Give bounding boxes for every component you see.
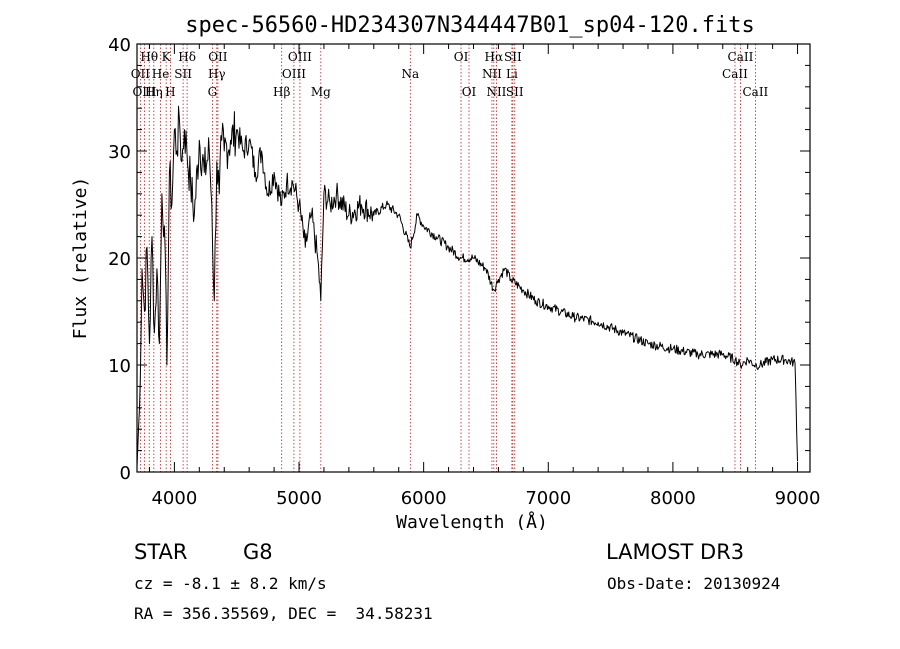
spectral-line-label: OII: [208, 50, 228, 64]
spectral-line-label: Hθ: [140, 50, 158, 64]
spectral-line-label: Hγ: [208, 67, 226, 81]
spectral-line-label: OI: [462, 85, 477, 99]
spectral-line-label: K: [162, 50, 172, 64]
object-subclass: G8: [243, 540, 273, 564]
x-tick-label: 7000: [525, 488, 571, 509]
spectral-line-label: Hα: [485, 50, 504, 64]
y-axis-label: Flux (relative): [70, 177, 91, 340]
coordinates: RA = 356.35569, DEC = 34.58231: [134, 604, 433, 623]
spectral-line-label: Li: [506, 67, 518, 81]
spectral-line-label: NII: [486, 85, 506, 99]
x-tick-label: 9000: [775, 488, 821, 509]
y-tick-label: 20: [108, 249, 131, 270]
x-tick-label: 4000: [151, 488, 197, 509]
spectral-line-label: Na: [401, 67, 419, 81]
spectral-line-label: OI: [454, 50, 469, 64]
spectrum-chart: spec-56560-HD234307N344447B01_sp04-120.f…: [70, 13, 820, 530]
y-tick-label: 30: [108, 142, 131, 163]
spectral-line-label: Hη: [145, 85, 163, 99]
spectral-line-label: OIII: [132, 85, 156, 99]
spectral-line-label: SII: [506, 85, 524, 99]
spectral-line-label: OIII: [282, 67, 306, 81]
spectral-line-label: G: [208, 85, 218, 99]
spectral-line-label: CaII: [742, 85, 768, 99]
chart-title: spec-56560-HD234307N344447B01_sp04-120.f…: [185, 13, 755, 38]
spectral-line-label: Hδ: [178, 50, 196, 64]
observation-date: Obs-Date: 20130924: [607, 574, 781, 593]
object-class: STAR: [134, 540, 188, 564]
spectral-line-label: NII: [482, 67, 502, 81]
spectral-line-label: SII: [174, 67, 192, 81]
spectral-line-label: He: [152, 67, 170, 81]
x-tick-label: 8000: [650, 488, 696, 509]
spectral-lines-group: [139, 44, 756, 472]
y-tick-label: 10: [108, 356, 131, 377]
spectrum-series-line: [136, 105, 798, 467]
spectral-line-label: OII: [131, 67, 151, 81]
axis-ticks-group: 4000 5000 6000 7000 8000 9000 0 10 20 30 40: [108, 35, 820, 509]
spectral-line-label: SII: [504, 50, 522, 64]
spectral-line-label: CaII: [722, 67, 748, 81]
x-axis-label: Wavelength (Å): [396, 511, 548, 530]
spectral-line-label: OIII: [288, 50, 312, 64]
x-tick-label: 6000: [401, 488, 447, 509]
survey-name: LAMOST DR3: [606, 540, 745, 564]
spectral-line-label: CaII: [728, 50, 754, 64]
spectral-line-label: Mg: [311, 85, 331, 99]
y-tick-label: 40: [108, 35, 131, 56]
spectral-line-label: Hβ: [273, 85, 290, 99]
redshift-velocity: cz = -8.1 ± 8.2 km/s: [134, 574, 327, 593]
spectral-line-label: H: [165, 85, 175, 99]
y-tick-label: 0: [120, 463, 131, 484]
x-tick-label: 5000: [276, 488, 322, 509]
